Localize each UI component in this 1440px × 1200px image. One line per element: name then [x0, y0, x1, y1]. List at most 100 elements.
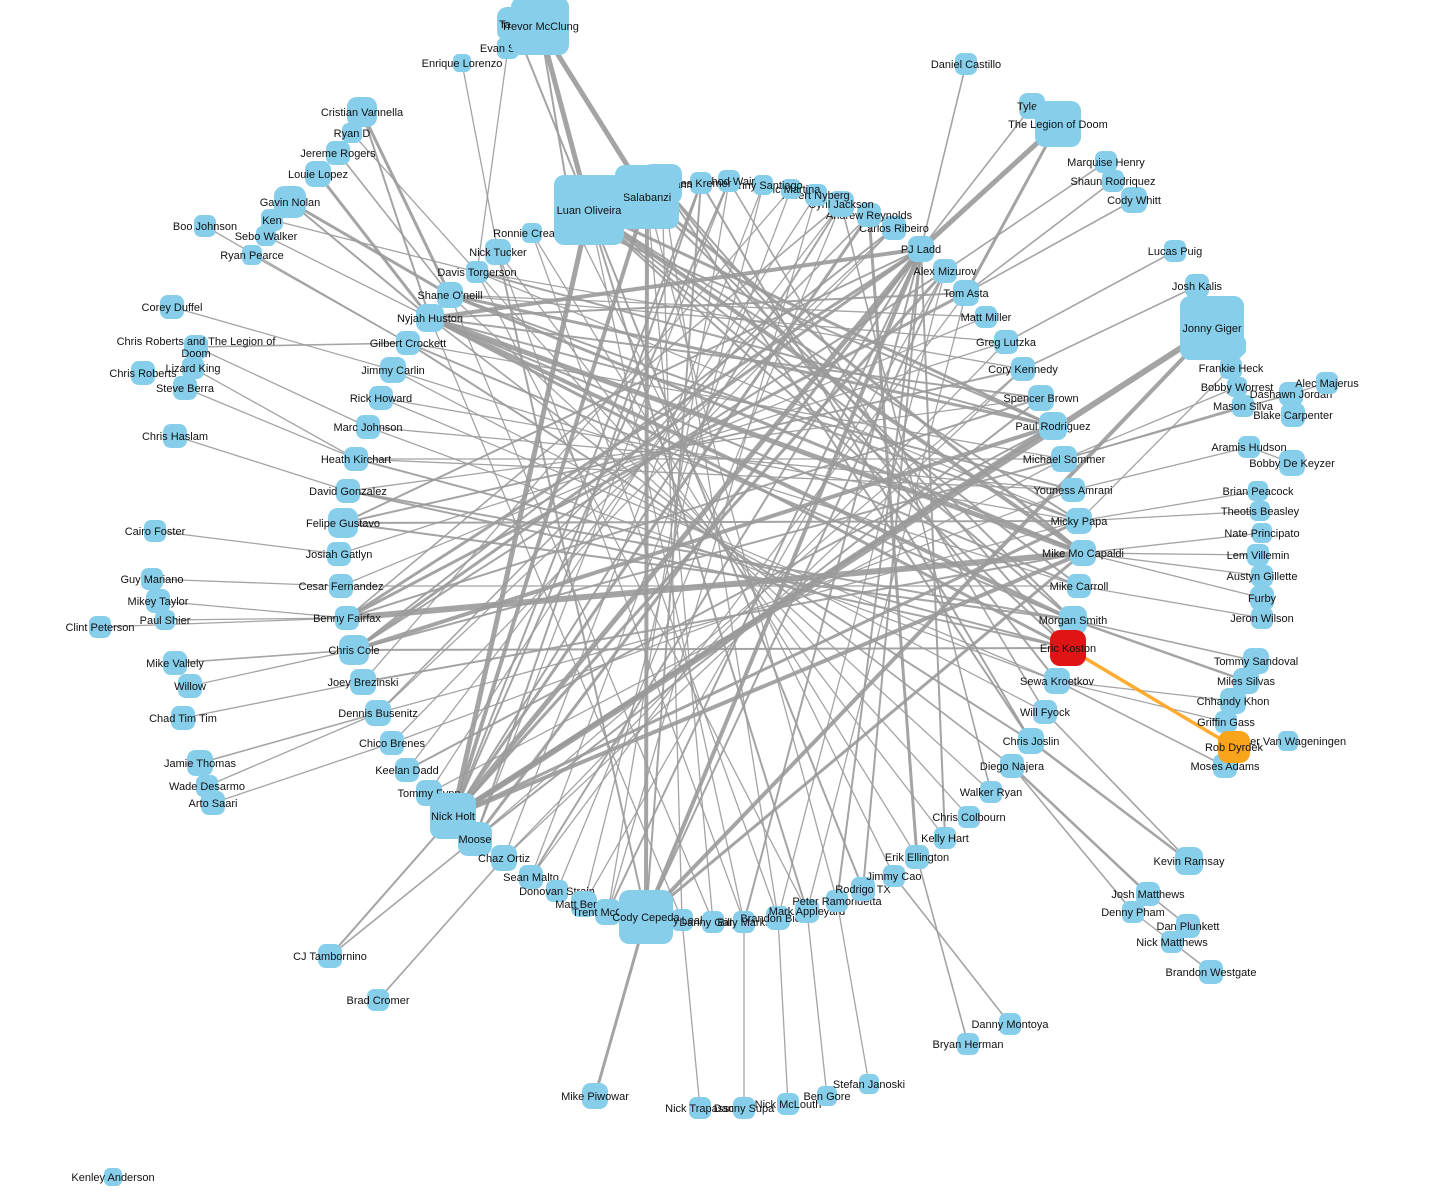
node-greg-lutzka[interactable] [994, 330, 1018, 354]
node-nyjah-huston[interactable] [416, 304, 444, 332]
node-diego-najera[interactable] [1000, 754, 1024, 778]
node-eric-koston[interactable] [1050, 630, 1086, 666]
node-cristian-vannella[interactable] [347, 97, 377, 127]
node-ronnie-creager[interactable] [522, 223, 542, 243]
node-marquise-henry[interactable] [1095, 151, 1117, 173]
node-sewa-kroetkov[interactable] [1044, 668, 1070, 694]
node-erik-ellington[interactable] [905, 845, 929, 869]
node-danny-garcia[interactable] [702, 911, 724, 933]
node-salabanzi[interactable] [615, 165, 679, 229]
node-ken[interactable] [261, 209, 283, 231]
node-matt-berger[interactable] [571, 891, 597, 917]
node-peter-ramondetta[interactable] [826, 890, 848, 912]
node-austyn-gillette[interactable] [1251, 565, 1273, 587]
node-jamie-thomas[interactable] [187, 750, 213, 776]
node-dashawn-jordan[interactable] [1279, 382, 1303, 406]
node-frankie-heck[interactable] [1220, 357, 1242, 379]
node-nick-mclouth[interactable] [777, 1093, 799, 1115]
node-gavin-nolan[interactable] [274, 186, 306, 218]
node-stefan-janoski[interactable] [859, 1074, 879, 1094]
node-walker-ryan[interactable] [980, 781, 1002, 803]
node-guy-mariano[interactable] [141, 568, 163, 590]
node-paul-rodriguez[interactable] [1039, 412, 1067, 440]
node-kenley-anderson[interactable] [104, 1168, 122, 1186]
node-carlos-ribeiro[interactable] [882, 216, 906, 240]
node-benny-fairfax[interactable] [335, 606, 359, 630]
node-danny-supa[interactable] [733, 1097, 755, 1119]
node-jereme-rogers[interactable] [326, 141, 350, 165]
node-miles-silvas[interactable] [1233, 668, 1259, 694]
node-rodrigo-tx[interactable] [851, 877, 875, 901]
node-davis-torgerson[interactable] [466, 261, 488, 283]
node-david-gonzalez[interactable] [336, 479, 360, 503]
node-willow[interactable] [178, 674, 202, 698]
node-enrique-lorenzo[interactable] [453, 54, 471, 72]
node-chris-cole[interactable] [339, 635, 369, 665]
node-lucas-puig[interactable] [1164, 240, 1186, 262]
node-bobby-de-keyzer[interactable] [1279, 450, 1305, 476]
node-arto-saari[interactable] [201, 791, 225, 815]
node-jimmy-cao[interactable] [883, 865, 905, 887]
node-josh-matthews[interactable] [1136, 882, 1160, 906]
node-shaun-rodriquez[interactable] [1102, 170, 1124, 192]
node-morgan-smith[interactable] [1059, 606, 1087, 634]
node-chico-brenes[interactable] [380, 731, 404, 755]
node-marc-johnson[interactable] [356, 415, 380, 439]
node-wes-kremer[interactable] [690, 172, 712, 194]
node-cyril-jackson[interactable] [828, 191, 854, 217]
node-chris-colbourn[interactable] [958, 806, 980, 828]
node-nick-tucker[interactable] [485, 239, 511, 265]
node-chad-tim-tim[interactable] [171, 706, 195, 730]
node-brian-peacock[interactable] [1248, 481, 1268, 501]
node-rob-dyrdek[interactable] [1218, 731, 1250, 763]
node-mark-appleyard[interactable] [795, 899, 819, 923]
node-furby[interactable] [1250, 586, 1274, 610]
node-nick-trapasso[interactable] [689, 1097, 711, 1119]
node-mike-piwowar[interactable] [582, 1083, 608, 1109]
node-legion-of-doom[interactable] [1035, 101, 1081, 147]
node-jimmy-carlin[interactable] [380, 357, 406, 383]
node-eric-martina[interactable] [781, 179, 801, 199]
node-ryan-d[interactable] [342, 123, 362, 143]
node-jeron-wilson[interactable] [1251, 607, 1273, 629]
node-brandon-westgate[interactable] [1199, 960, 1223, 984]
node-cj-tambornino[interactable] [318, 944, 342, 968]
node-micky-papa[interactable] [1066, 508, 1092, 534]
node-sean-malto[interactable] [519, 865, 543, 889]
node-mike-mo-capaldi[interactable] [1070, 540, 1096, 566]
node-bryan-herman[interactable] [957, 1033, 979, 1055]
node-boo-johnson[interactable] [194, 215, 216, 237]
node-alex-mizurov[interactable] [933, 259, 957, 283]
node-josh-kalis[interactable] [1185, 274, 1209, 298]
node-griffin-gass[interactable] [1215, 711, 1237, 733]
node-keelan-dadd[interactable] [395, 758, 419, 782]
node-mike-carroll[interactable] [1067, 574, 1091, 598]
node-mike-vallely[interactable] [163, 651, 187, 675]
node-shane-oneill[interactable] [437, 282, 463, 308]
node-jonny-giger[interactable] [1180, 296, 1244, 360]
node-tom-asta[interactable] [953, 280, 979, 306]
node-cory-kennedy[interactable] [1011, 357, 1035, 381]
node-nate-principato[interactable] [1252, 523, 1272, 543]
node-heath-kirchart[interactable] [344, 447, 368, 471]
node-lem-villemin[interactable] [1247, 544, 1269, 566]
node-blake-carpenter[interactable] [1281, 403, 1305, 427]
node-clint-peterson[interactable] [89, 616, 111, 638]
node-corey-duffel[interactable] [160, 295, 184, 319]
node-ben-gore[interactable] [817, 1086, 837, 1106]
node-pj-ladd[interactable] [908, 236, 934, 262]
node-brad-cromer[interactable] [367, 989, 389, 1011]
node-tommy-sandoval[interactable] [1243, 648, 1269, 674]
node-louie-lopez[interactable] [305, 161, 331, 187]
node-bobby-worrest[interactable] [1227, 377, 1247, 397]
node-cesar-fernandez[interactable] [329, 574, 353, 598]
node-lizard-king[interactable] [182, 357, 204, 379]
node-aramis-hudson[interactable] [1238, 436, 1260, 458]
node-matt-miller[interactable] [975, 306, 997, 328]
node-dennis-busenitz[interactable] [365, 700, 391, 726]
node-albert-nyberg[interactable] [805, 184, 827, 206]
node-kevin-ramsay[interactable] [1175, 847, 1203, 875]
node-mason-silva[interactable] [1232, 395, 1254, 417]
node-theotis-beasley[interactable] [1250, 501, 1270, 521]
